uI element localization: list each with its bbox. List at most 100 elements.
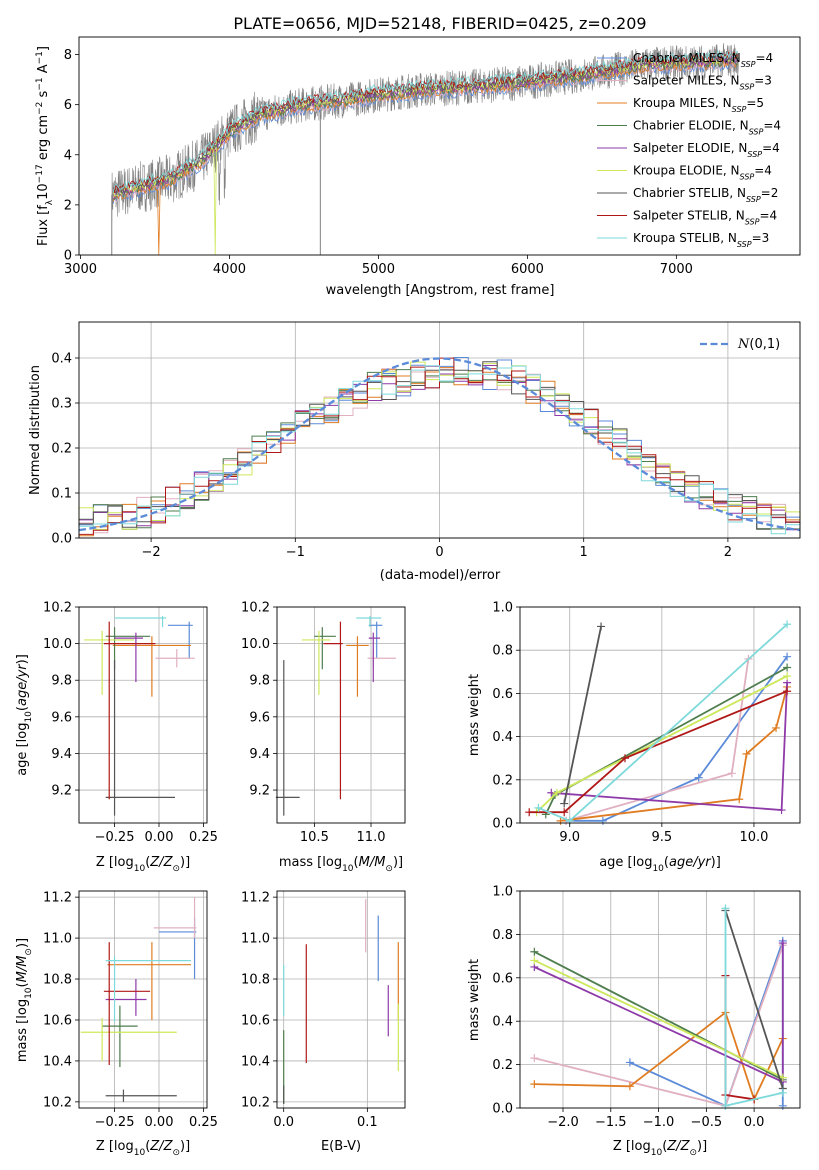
- mass-weight-marker: [721, 1101, 730, 1110]
- label-part: s: [36, 90, 51, 101]
- axes-spectrum: 3000 4000 5000 6000 7000 0 2 4 6 8 wavelength [Ang…: [35, 36, 801, 298]
- mass-weight-marker: [735, 795, 744, 804]
- y-tick-label: 0.6: [492, 687, 513, 702]
- mass-weight-line: [538, 623, 788, 822]
- axes-frame: [78, 606, 208, 824]
- label-part: −1: [35, 77, 45, 90]
- y-tick-label: 0.8: [492, 644, 513, 659]
- x-tick-label: 0.0: [273, 1115, 294, 1130]
- figure-title: PLATE=0656, MJD=52148, FIBERID=0425, z=0…: [233, 14, 646, 33]
- label-part: A: [36, 64, 51, 77]
- axes-age-vs-Z: −0.25 0.00 0.259.29.49.69.810.010.2Z [log1…: [15, 601, 218, 875]
- label-part: ]: [36, 46, 51, 51]
- label-part: (: [664, 855, 669, 870]
- y-tick-label: 10.2: [241, 601, 270, 616]
- mass-weight-line: [566, 656, 788, 822]
- label-part: 10: [24, 711, 34, 723]
- legend-label: Chabrier STELIB, NSSP=2: [633, 186, 778, 204]
- residual-histogram: [78, 365, 801, 538]
- label-part: 10: [134, 1148, 146, 1158]
- y-tick-label: 10.4: [43, 1054, 72, 1069]
- mass-weight-marker: [530, 1054, 539, 1063]
- y-tick-label: 0.2: [492, 773, 513, 788]
- label-part: mass [log: [279, 855, 342, 870]
- x-axis-label: mass [log10(M/M⊙)]: [279, 855, 403, 874]
- y-tick-label: 0.4: [492, 1015, 513, 1030]
- mass-weight-marker: [742, 749, 751, 758]
- y-tick-label: 9.6: [249, 710, 270, 725]
- x-axis-label: E(B-V): [321, 1139, 361, 1154]
- legend-label-part: =4: [763, 119, 781, 133]
- mass-weight-marker: [777, 806, 786, 815]
- y-tick-label: 0: [64, 249, 72, 264]
- model-spectrum: [112, 49, 739, 193]
- y-axis-label: Flux [fλ10−17 erg cm−2 s−1 A−1]: [35, 46, 55, 246]
- y-tick-label: 10.8: [43, 973, 72, 988]
- mass-weight-line: [533, 959, 784, 1079]
- label-part: (: [15, 706, 30, 711]
- mass-weight-marker: [560, 808, 569, 817]
- y-tick-label: 0.0: [51, 532, 72, 547]
- axes-residuals: −2 −1 0 1 2 0.0 0.1 0.2 0.3 0.4 (data-model)/error…: [28, 321, 801, 583]
- label-part: )]: [393, 855, 403, 870]
- y-axis-label: Normed distribution: [28, 365, 43, 495]
- label-part: ⊙: [385, 864, 393, 874]
- label-part: −1: [35, 51, 45, 64]
- axes-frame: [519, 606, 801, 824]
- mass-weight-marker: [778, 1101, 787, 1110]
- x-tick-label: 9.0: [559, 830, 580, 845]
- x-tick-label: 0.25: [189, 1115, 218, 1130]
- y-tick-label: 10.6: [43, 1013, 72, 1028]
- legend-label-part: =4: [762, 141, 780, 155]
- legend-label-part: SSP: [737, 240, 752, 249]
- y-tick-label: 10.2: [43, 1095, 72, 1110]
- legend-label: Chabrier ELODIE, NSSP=4: [633, 119, 781, 137]
- legend-label-part: SSP: [749, 127, 764, 136]
- plot-area-mass-vs-Z: [80, 897, 197, 1102]
- x-axis-label: Z [log10(Z/Z⊙)]: [96, 855, 190, 874]
- mass-weight-marker: [560, 799, 569, 808]
- mass-weight-marker: [625, 1058, 634, 1067]
- y-tick-label: 0.4: [51, 352, 72, 367]
- label-part: )]: [180, 855, 190, 870]
- x-tick-label: 5000: [362, 262, 395, 277]
- label-part: ⊙: [172, 864, 180, 874]
- y-tick-label: 10.2: [241, 1095, 270, 1110]
- y-axis-label: mass weight: [467, 959, 482, 1041]
- x-tick-label: 0.1: [357, 1115, 378, 1130]
- legend-label: Salpeter MILES, NSSP=3: [633, 74, 772, 92]
- y-tick-label: 0.1: [51, 487, 72, 502]
- y-tick-label: 11.2: [241, 891, 270, 906]
- mass-weight-marker: [778, 939, 787, 948]
- x-axis-label: age [log10(age/yr)]: [599, 855, 721, 874]
- x-tick-label: 4000: [213, 262, 246, 277]
- y-tick-label: 1.0: [492, 601, 513, 616]
- mass-weight-marker: [625, 1082, 634, 1091]
- x-tick-label: −1: [286, 545, 305, 560]
- label-part: )]: [15, 654, 30, 664]
- label-part: Z/Z: [149, 1139, 173, 1154]
- axes-massweight-vs-age: 9.0 9.5 10.0 0.0 0.2 0.4 0.6 0.8 1.0 age [log10(a…: [467, 601, 801, 874]
- x-tick-label: −2.0: [547, 1115, 579, 1130]
- x-tick-label: −0.25: [95, 830, 135, 845]
- y-tick-label: 0.3: [51, 397, 72, 412]
- x-axis-label: Z [log10(Z/Z⊙)]: [96, 1139, 190, 1158]
- plot-area-age-vs-Z: [84, 616, 195, 816]
- mass-weight-marker: [552, 788, 561, 797]
- legend-label: N(0,1): [737, 337, 780, 352]
- legend-label-part: Chabrier STELIB, N: [633, 186, 746, 200]
- label-part: 10: [651, 1148, 663, 1158]
- axes-frame: [78, 890, 208, 1109]
- y-tick-label: 10.6: [241, 1013, 270, 1028]
- mass-weight-marker: [772, 723, 781, 732]
- legend-label-part: N: [737, 337, 750, 352]
- legend-label-part: (0,1): [749, 337, 780, 352]
- x-tick-label: 0.00: [145, 830, 174, 845]
- mass-weight-marker: [694, 773, 703, 782]
- y-tick-label: 11.0: [43, 932, 72, 947]
- plot-area-massweight-vs-age: [525, 620, 792, 825]
- legend-label-part: Chabrier MILES, N: [633, 51, 741, 65]
- legend-label-part: Kroupa ELODIE, N: [633, 164, 740, 178]
- x-tick-label: 0.00: [145, 1115, 174, 1130]
- legend-label-part: =3: [752, 231, 770, 245]
